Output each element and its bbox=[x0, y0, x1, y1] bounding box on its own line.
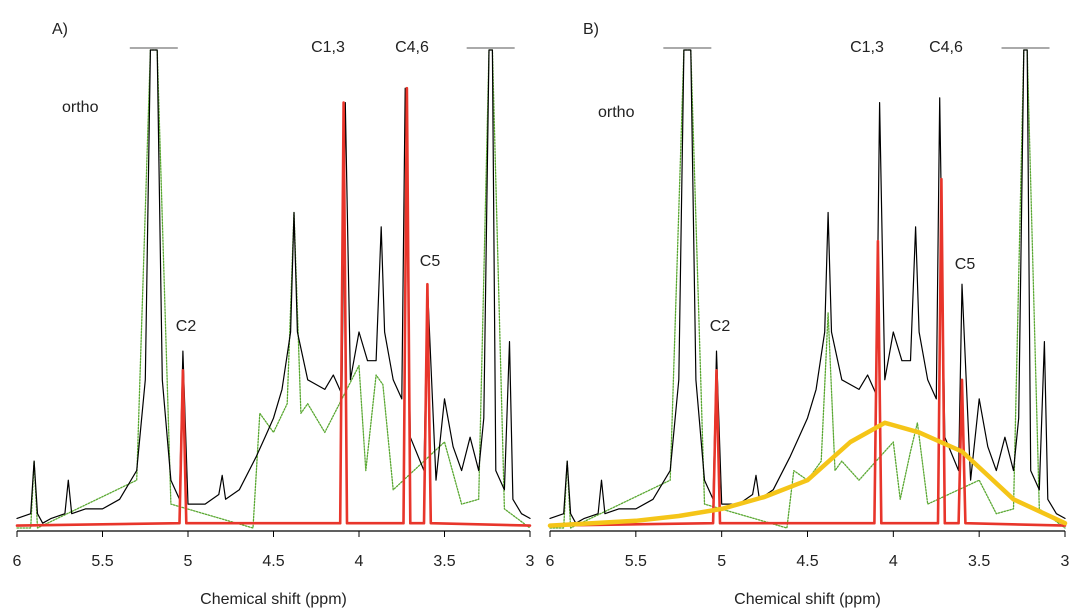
x-tick-label: 3 bbox=[1061, 553, 1070, 570]
peak-label: ortho bbox=[62, 99, 99, 116]
x-tick-label: 3 bbox=[526, 553, 535, 570]
peak-label: ortho bbox=[598, 104, 635, 121]
x-tick-label: 3.5 bbox=[968, 553, 990, 570]
spectrum-line bbox=[16, 49, 531, 524]
x-tick-label: 6 bbox=[546, 553, 555, 570]
panel-title: A) bbox=[52, 21, 68, 38]
peak-label: C4,6 bbox=[929, 39, 963, 56]
spectrum-line bbox=[549, 49, 1066, 529]
x-tick-label: 5.5 bbox=[625, 553, 647, 570]
x-tick-label: 4.5 bbox=[262, 553, 284, 570]
x-axis-label: Chemical shift (ppm) bbox=[200, 591, 347, 608]
x-tick-label: 4 bbox=[355, 553, 364, 570]
spectrum-line bbox=[16, 49, 531, 529]
spectrum-line bbox=[15, 86, 532, 527]
x-tick-label: 6 bbox=[13, 553, 22, 570]
x-tick-label: 5 bbox=[717, 553, 726, 570]
peak-label: C2 bbox=[176, 318, 197, 335]
peak-label: C2 bbox=[710, 318, 731, 335]
x-tick-label: 4 bbox=[889, 553, 898, 570]
spectrum-line bbox=[547, 420, 1068, 528]
peak-label: C1,3 bbox=[311, 39, 345, 56]
peak-label: C5 bbox=[955, 256, 976, 273]
x-tick-label: 3.5 bbox=[433, 553, 455, 570]
spectrum-line bbox=[549, 49, 1066, 524]
peak-label: C1,3 bbox=[850, 39, 884, 56]
x-axis-label: Chemical shift (ppm) bbox=[734, 591, 881, 608]
panel-title: B) bbox=[583, 21, 599, 38]
spectrum-line bbox=[548, 177, 1067, 527]
x-tick-label: 5.5 bbox=[91, 553, 113, 570]
peak-label: C5 bbox=[420, 253, 441, 270]
peak-label: C4,6 bbox=[395, 39, 429, 56]
x-tick-label: 5 bbox=[184, 553, 193, 570]
x-tick-label: 4.5 bbox=[796, 553, 818, 570]
